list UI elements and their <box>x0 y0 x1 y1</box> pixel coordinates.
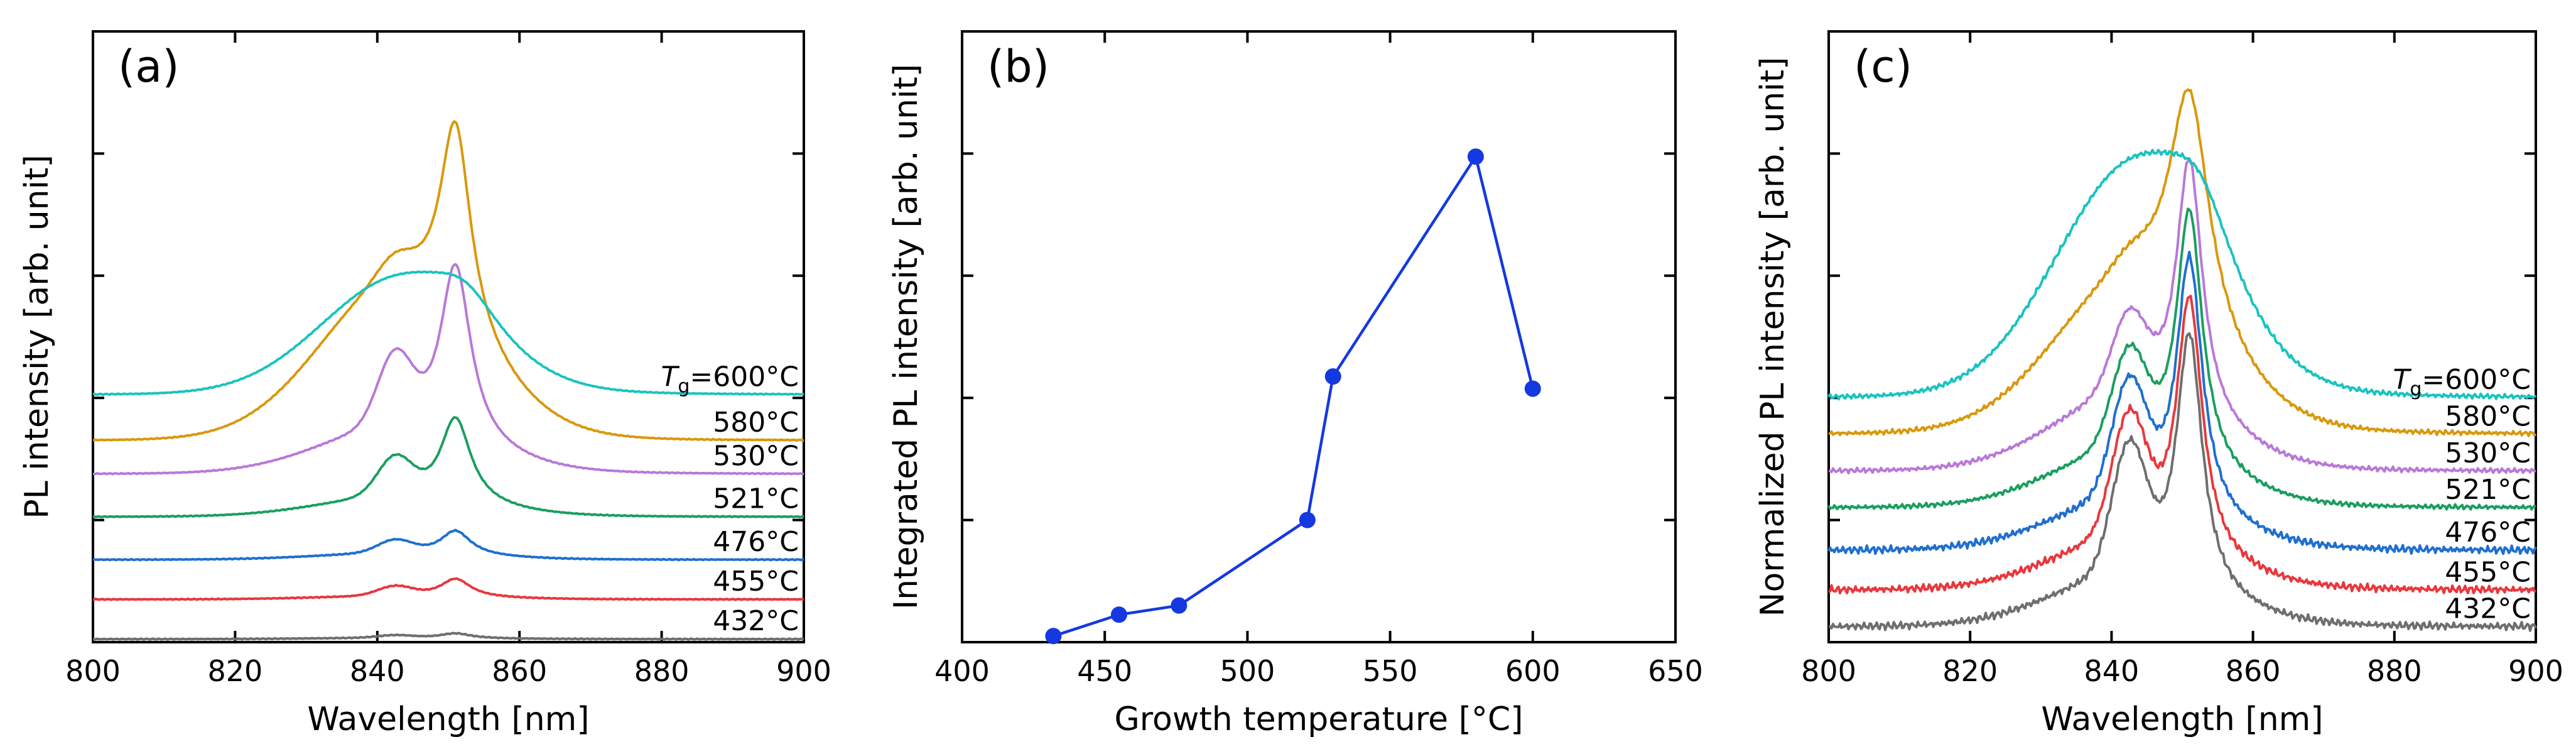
panel-label: (c) <box>1854 41 1912 92</box>
spectrum-curve <box>92 416 804 518</box>
x-tick-label: 820 <box>207 654 262 688</box>
data-point <box>1045 628 1062 645</box>
x-tick-label: 840 <box>350 654 405 688</box>
plot-frame <box>92 30 805 643</box>
panel-1: 800 820 840 860 880 900 Wavelength [nm] PL inte… <box>18 30 831 738</box>
x-tick-label: 800 <box>1801 654 1856 688</box>
data-point <box>1110 606 1127 623</box>
curve-label: 530°C <box>713 440 799 473</box>
spectrum-curve <box>1828 88 2537 437</box>
tg-symbol: T <box>2393 364 2411 396</box>
tg-subscript: g <box>2410 378 2422 400</box>
x-tick-label: 900 <box>776 654 831 688</box>
spectrum-curve <box>1827 251 2537 555</box>
x-axis-label: Wavelength [nm] <box>2041 701 2323 738</box>
curve-label: 455°C <box>2445 556 2531 588</box>
plot-frame <box>961 30 1677 643</box>
x-axis-label: Wavelength [nm] <box>307 701 589 738</box>
panel-label: (b) <box>987 41 1049 92</box>
curve-label: 476°C <box>713 526 799 558</box>
curve-label: 580°C <box>2445 401 2531 433</box>
y-axis-label: Normalized PL intensity [arb. unit] <box>1754 57 1792 617</box>
x-tick-label: 800 <box>65 654 121 688</box>
data-point <box>1299 511 1316 528</box>
curve-label: 521°C <box>713 483 799 515</box>
x-tick-label: 880 <box>634 654 690 688</box>
tg-symbol: T <box>661 361 679 393</box>
data-point <box>1524 380 1541 397</box>
panel-2: 400 450 500 550 600 650 Growth temperature [°C… <box>887 30 1703 738</box>
plot-frame <box>1827 30 2537 643</box>
curve-label: 455°C <box>713 566 799 598</box>
spectrum-curve <box>1827 148 2537 401</box>
spectrum-curve <box>92 631 804 641</box>
x-axis-label: Growth temperature [°C] <box>1114 701 1523 738</box>
spectrum-curve <box>1827 207 2537 511</box>
x-tick-label: 860 <box>2226 654 2281 688</box>
spectrum-curve <box>1828 157 2536 475</box>
curve-label-value: =600°C <box>2422 364 2531 396</box>
panel-3: 800 820 840 860 880 900 Wavelength [nm] Normali… <box>1754 30 2563 738</box>
data-point <box>1171 597 1188 614</box>
curve-label: 530°C <box>2445 437 2531 469</box>
x-tick-label: 600 <box>1505 654 1561 688</box>
curve-label: 521°C <box>2445 474 2531 506</box>
x-tick-label: 820 <box>1942 654 1998 688</box>
x-tick-label: 840 <box>2084 654 2139 688</box>
panel-label: (a) <box>118 41 180 92</box>
tg-subscript: g <box>678 375 690 397</box>
spectrum-curve <box>92 270 804 396</box>
x-tick-label: 550 <box>1363 654 1418 688</box>
x-tick-label: 400 <box>934 654 990 688</box>
curve-label: Tg=600°C <box>2393 364 2531 400</box>
spectrum-curve <box>92 528 804 562</box>
x-tick-label: 500 <box>1220 654 1275 688</box>
x-tick-label: 880 <box>2367 654 2422 688</box>
spectrum-curve <box>92 120 804 442</box>
spectrum-curve <box>92 263 804 476</box>
spectrum-curve <box>92 577 804 601</box>
x-tick-label: 650 <box>1648 654 1703 688</box>
curve-label: 476°C <box>2445 516 2531 549</box>
spectrum-curve <box>1828 332 2537 632</box>
data-point <box>1467 148 1484 165</box>
curve-label: 580°C <box>713 407 799 439</box>
y-axis-label: Integrated PL intensity [arb. unit] <box>887 64 925 609</box>
data-point <box>1324 368 1341 385</box>
x-tick-label: 900 <box>2508 654 2563 688</box>
series-line <box>1053 153 1534 638</box>
curve-label: 432°C <box>2445 593 2531 625</box>
curve-label-value: =600°C <box>690 361 799 393</box>
curve-label: 432°C <box>713 605 799 637</box>
spectrum-curve <box>1828 295 2536 594</box>
x-tick-label: 860 <box>492 654 547 688</box>
curve-label: Tg=600°C <box>661 361 799 397</box>
y-axis-label: PL intensity [arb. unit] <box>18 155 56 518</box>
x-tick-label: 450 <box>1077 654 1132 688</box>
